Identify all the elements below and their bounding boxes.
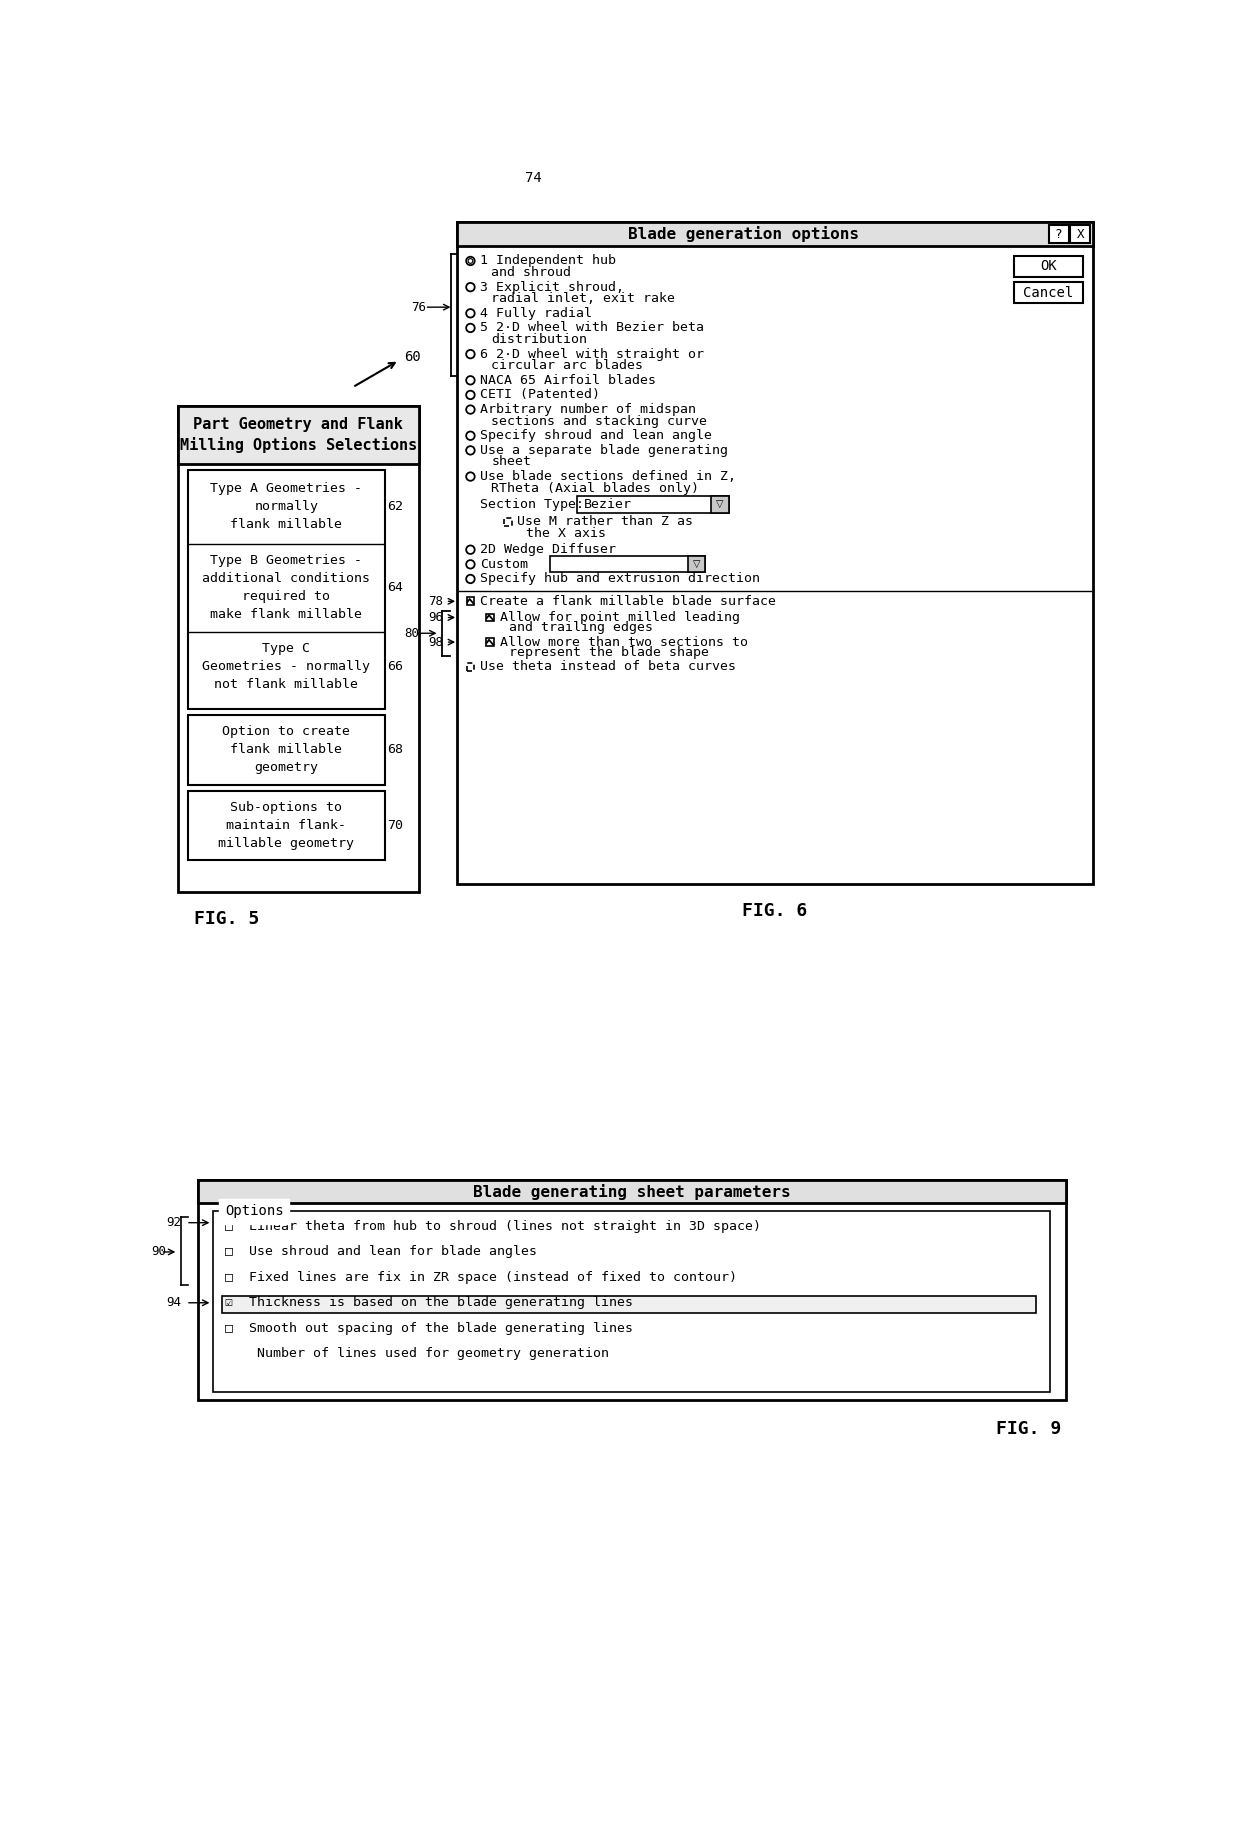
Text: Cancel: Cancel bbox=[1023, 285, 1074, 300]
Text: NACA 65 Airfoil blades: NACA 65 Airfoil blades bbox=[481, 374, 656, 387]
Text: OK: OK bbox=[1040, 260, 1056, 272]
Text: 1 Independent hub: 1 Independent hub bbox=[481, 254, 616, 267]
Text: FIG. 6: FIG. 6 bbox=[743, 902, 807, 920]
Text: Type A Geometries -
normally
flank millable: Type A Geometries - normally flank milla… bbox=[211, 482, 362, 532]
Text: Number of lines used for geometry generation: Number of lines used for geometry genera… bbox=[224, 1348, 609, 1360]
Text: ☑  Thickness is based on the blade generating lines: ☑ Thickness is based on the blade genera… bbox=[224, 1296, 632, 1309]
Text: CETI (Patented): CETI (Patented) bbox=[481, 388, 600, 401]
Bar bbox=[486, 639, 494, 646]
Text: X: X bbox=[1076, 228, 1084, 241]
Text: circular arc blades: circular arc blades bbox=[491, 359, 644, 372]
Text: Specify hub and extrusion direction: Specify hub and extrusion direction bbox=[481, 573, 760, 585]
Text: Use theta instead of beta curves: Use theta instead of beta curves bbox=[481, 661, 737, 674]
Text: Type C
Geometries - normally
not flank millable: Type C Geometries - normally not flank m… bbox=[202, 643, 371, 690]
Bar bbox=[179, 407, 419, 891]
Bar bbox=[197, 1180, 1065, 1204]
Text: Bezier: Bezier bbox=[584, 497, 631, 510]
Text: Part Geometry and Flank
Milling Options Selections: Part Geometry and Flank Milling Options … bbox=[180, 418, 417, 453]
Text: 76: 76 bbox=[410, 300, 425, 313]
Text: the X axis: the X axis bbox=[526, 527, 606, 539]
Circle shape bbox=[469, 260, 472, 263]
Text: RTheta (Axial blades only): RTheta (Axial blades only) bbox=[491, 482, 699, 495]
Text: Create a flank millable blade surface: Create a flank millable blade surface bbox=[481, 595, 776, 608]
Bar bbox=[503, 517, 511, 527]
Bar bbox=[222, 1296, 1037, 1313]
Text: 66: 66 bbox=[387, 661, 403, 674]
Text: 3 Explicit shroud,: 3 Explicit shroud, bbox=[481, 280, 625, 295]
Text: Use M rather than Z as: Use M rather than Z as bbox=[517, 515, 693, 528]
Text: Allow more than two sections to: Allow more than two sections to bbox=[500, 635, 748, 648]
Text: 60: 60 bbox=[404, 350, 422, 365]
Text: 78: 78 bbox=[428, 595, 443, 608]
Bar bbox=[187, 471, 386, 709]
Bar bbox=[213, 1211, 1050, 1392]
Text: 92: 92 bbox=[166, 1217, 181, 1230]
Bar bbox=[1014, 282, 1084, 304]
Text: Specify shroud and lean angle: Specify shroud and lean angle bbox=[481, 429, 713, 442]
Bar bbox=[187, 792, 386, 860]
Text: Use a separate blade generating: Use a separate blade generating bbox=[481, 444, 729, 457]
Text: 70: 70 bbox=[387, 819, 403, 832]
Text: 80: 80 bbox=[404, 626, 419, 641]
Text: ▽: ▽ bbox=[693, 560, 701, 569]
Text: Custom: Custom bbox=[481, 558, 528, 571]
Text: □  Fixed lines are fix in ZR space (instead of fixed to contour): □ Fixed lines are fix in ZR space (inste… bbox=[224, 1270, 737, 1283]
Text: 2D Wedge Diffuser: 2D Wedge Diffuser bbox=[481, 543, 616, 556]
Text: Sub-options to
maintain flank-
millable geometry: Sub-options to maintain flank- millable … bbox=[218, 801, 355, 851]
Bar bbox=[187, 716, 386, 784]
Text: FIG. 5: FIG. 5 bbox=[193, 909, 259, 928]
Text: Blade generation options: Blade generation options bbox=[629, 226, 859, 241]
Text: sections and stacking curve: sections and stacking curve bbox=[491, 414, 707, 427]
Text: 68: 68 bbox=[387, 744, 403, 757]
Text: ?: ? bbox=[1055, 228, 1063, 241]
Bar bbox=[1014, 256, 1084, 278]
Text: Arbitrary number of midspan: Arbitrary number of midspan bbox=[481, 403, 697, 416]
Bar bbox=[458, 221, 1092, 247]
Text: radial inlet, exit rake: radial inlet, exit rake bbox=[491, 293, 676, 306]
Text: 90: 90 bbox=[151, 1246, 166, 1259]
Text: Section Type:: Section Type: bbox=[481, 497, 584, 510]
Bar bbox=[179, 407, 419, 464]
Bar bbox=[458, 221, 1092, 884]
Text: Blade generating sheet parameters: Blade generating sheet parameters bbox=[472, 1184, 790, 1200]
Text: □  Smooth out spacing of the blade generating lines: □ Smooth out spacing of the blade genera… bbox=[224, 1322, 632, 1335]
Bar bbox=[1049, 225, 1069, 243]
Text: 96: 96 bbox=[428, 611, 443, 624]
Text: 94: 94 bbox=[166, 1296, 181, 1309]
Text: Option to create
flank millable
geometry: Option to create flank millable geometry bbox=[222, 725, 351, 775]
Text: 74: 74 bbox=[525, 171, 542, 184]
Bar bbox=[466, 663, 474, 670]
Bar bbox=[712, 495, 729, 514]
Text: 4 Fully radial: 4 Fully radial bbox=[481, 307, 593, 320]
Bar bbox=[1070, 225, 1090, 243]
Text: Use blade sections defined in Z,: Use blade sections defined in Z, bbox=[481, 469, 737, 482]
Text: 62: 62 bbox=[387, 501, 403, 514]
Text: □  Use shroud and lean for blade angles: □ Use shroud and lean for blade angles bbox=[224, 1246, 537, 1259]
Bar bbox=[551, 556, 706, 573]
Bar bbox=[466, 598, 474, 606]
Text: represent the blade shape: represent the blade shape bbox=[510, 646, 709, 659]
Text: and shroud: and shroud bbox=[491, 265, 572, 280]
Text: Allow for point milled leading: Allow for point milled leading bbox=[500, 611, 740, 624]
Text: FIG. 9: FIG. 9 bbox=[996, 1419, 1061, 1438]
Text: □  Linear theta from hub to shroud (lines not straight in 3D space): □ Linear theta from hub to shroud (lines… bbox=[224, 1221, 761, 1233]
Text: 64: 64 bbox=[387, 582, 403, 595]
Bar bbox=[486, 613, 494, 620]
Text: Options: Options bbox=[224, 1204, 284, 1219]
Text: 5 2·D wheel with Bezier beta: 5 2·D wheel with Bezier beta bbox=[481, 322, 704, 335]
Text: ▽: ▽ bbox=[717, 499, 724, 510]
Text: and trailing edges: and trailing edges bbox=[510, 620, 653, 633]
Bar bbox=[688, 556, 706, 573]
Bar bbox=[578, 495, 729, 514]
Text: Type B Geometries -
additional conditions
required to
make flank millable: Type B Geometries - additional condition… bbox=[202, 554, 371, 620]
Text: 6 2·D wheel with straight or: 6 2·D wheel with straight or bbox=[481, 348, 704, 361]
Text: distribution: distribution bbox=[491, 333, 588, 346]
Text: sheet: sheet bbox=[491, 455, 532, 468]
Bar bbox=[197, 1180, 1065, 1399]
Circle shape bbox=[470, 260, 471, 261]
Text: 98: 98 bbox=[428, 635, 443, 648]
